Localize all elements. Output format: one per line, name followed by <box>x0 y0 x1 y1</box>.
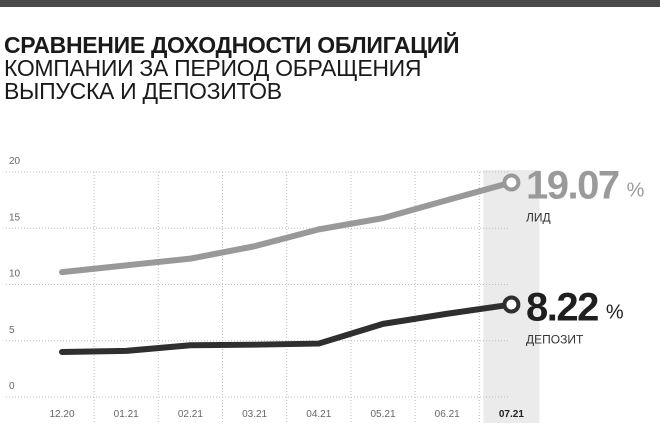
data-point <box>123 348 129 354</box>
series-line-lid <box>59 179 515 276</box>
x-tick-label-12.20: 12.20 <box>49 409 74 420</box>
data-point <box>187 256 193 262</box>
title-line-2: КОМПАНИИ ЗА ПЕРИОД ОБРАЩЕНИЯ <box>4 55 422 81</box>
series-end-marker <box>502 173 521 192</box>
y-tick-label-15: 15 <box>9 212 21 223</box>
series-end-marker <box>502 295 521 314</box>
series-line-deposit <box>59 301 515 355</box>
top-bar <box>0 0 660 7</box>
x-tick-label-02.21: 02.21 <box>178 409 203 420</box>
data-point <box>252 342 258 348</box>
x-tick-label-06.21: 06.21 <box>435 409 460 420</box>
end-unit-label: % <box>627 179 645 201</box>
title-line-1: СРАВНЕНИЕ ДОХОДНОСТИ ОБЛИГАЦИЙ <box>4 32 460 58</box>
data-point <box>123 262 129 268</box>
data-point <box>252 243 258 249</box>
y-tick-label-5: 5 <box>9 325 15 336</box>
data-point <box>444 197 450 203</box>
data-point <box>444 311 450 317</box>
y-tick-label-0: 0 <box>9 381 15 392</box>
y-tick-label-10: 10 <box>9 269 21 280</box>
data-point <box>316 341 322 347</box>
y-tick-label-20: 20 <box>9 156 21 167</box>
end-value-label: 19.07 <box>526 163 619 207</box>
data-point <box>187 342 193 348</box>
data-point <box>316 226 322 232</box>
data-point <box>59 269 65 275</box>
x-tick-label-07.21: 07.21 <box>499 409 524 420</box>
x-tick-label-05.21: 05.21 <box>370 409 395 420</box>
end-unit-label: % <box>606 302 624 324</box>
data-point <box>380 215 386 221</box>
end-value-label: 8.22 <box>526 286 598 330</box>
data-point <box>380 321 386 327</box>
x-tick-label-04.21: 04.21 <box>306 409 331 420</box>
x-tick-label-03.21: 03.21 <box>242 409 267 420</box>
chart-title: СРАВНЕНИЕ ДОХОДНОСТИ ОБЛИГАЦИЙ КОМПАНИИ … <box>4 34 564 103</box>
title-line-3: ВЫПУСКА И ДЕПОЗИТОВ <box>4 78 282 104</box>
end-series-name: ДЕПОЗИТ <box>526 333 584 347</box>
x-tick-label-01.21: 01.21 <box>114 409 139 420</box>
end-series-name: ЛИД <box>526 210 551 224</box>
data-point <box>59 349 65 355</box>
